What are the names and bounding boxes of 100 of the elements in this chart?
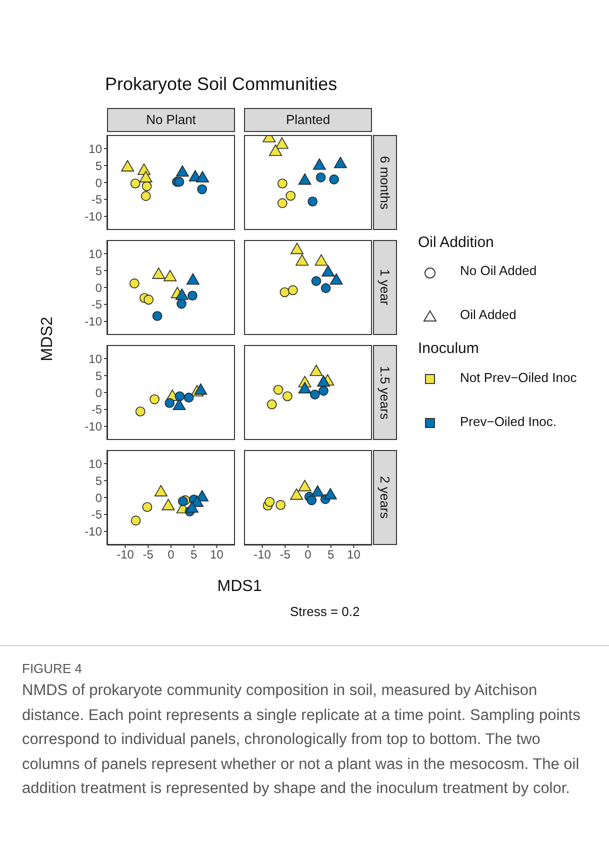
- text: Inoculum: [418, 340, 479, 357]
- caption: FIGURE 4: [22, 661, 82, 676]
- text: Not Prev−Oiled Inoc: [460, 370, 577, 385]
- y-tick-label: 5: [95, 264, 102, 278]
- point: [282, 391, 292, 402]
- y-tick-label: 0: [95, 490, 102, 505]
- point: [196, 171, 210, 182]
- point: [172, 398, 186, 410]
- point: [121, 160, 134, 172]
- point: [334, 156, 347, 168]
- text: Prev−Oiled Inoc.: [460, 414, 556, 429]
- point: [142, 181, 152, 192]
- y-tick-label: -5: [91, 192, 102, 207]
- point: [330, 273, 343, 285]
- x-tick-label: 0: [168, 548, 175, 562]
- point: [277, 178, 288, 188]
- y-axis-title: MDS2: [39, 316, 57, 364]
- point: [276, 500, 286, 510]
- point: [135, 406, 146, 416]
- point: [130, 178, 140, 188]
- chart-subtitle: No Plant: [107, 108, 235, 132]
- point: [186, 501, 199, 513]
- point: [139, 171, 152, 182]
- point: [288, 285, 298, 296]
- point: [176, 298, 186, 309]
- y-tick-label: -10: [84, 524, 102, 539]
- y-tick-label: -5: [91, 402, 102, 417]
- x-tick-label: 10: [347, 548, 361, 562]
- point: [308, 196, 318, 206]
- point: [176, 165, 189, 177]
- point: [275, 137, 288, 149]
- point: [174, 176, 184, 187]
- point: [298, 480, 312, 492]
- point: [298, 382, 312, 394]
- chart-title: Prokaryote Soil Communities: [105, 74, 338, 95]
- x-tick-label: -10: [254, 548, 272, 562]
- point: [188, 290, 198, 301]
- y-tick-label: 0: [95, 386, 102, 400]
- x-tick-label: -5: [280, 548, 291, 562]
- y-tick-label: -5: [91, 298, 102, 312]
- point: [290, 488, 304, 500]
- point: [178, 496, 188, 506]
- point: [316, 172, 326, 182]
- x-tick-label: 5: [190, 548, 198, 562]
- point: [306, 495, 317, 506]
- point: [318, 386, 328, 396]
- text: NMDS of prokaryote community composition in soil, measured by Aitchison distance. Each point represents a single replicate at a time point. Sampling points correspond to individual panels, chronologically from top to bottom. The two columns of panels represent whether or not a plant was in the mesocosm. The oil addition treatment is represented by shape and the inoculum treatment by color.: [22, 681, 582, 799]
- x-tick-label: -5: [142, 548, 154, 562]
- point: [317, 375, 330, 387]
- point: [174, 391, 185, 402]
- y2-axis-title: 6 months: [378, 156, 392, 210]
- text: Stress = 0.2: [290, 604, 360, 619]
- y-tick-label: 0: [95, 176, 102, 190]
- point: [154, 484, 168, 496]
- point: [310, 364, 323, 376]
- y-tick-label: -5: [91, 508, 102, 522]
- point: [286, 190, 296, 201]
- point: [280, 287, 290, 298]
- point: [264, 497, 275, 507]
- point: [266, 399, 277, 410]
- point: [324, 488, 337, 500]
- x-tick-label: 0: [304, 548, 312, 562]
- x-tick-label: 5: [328, 548, 335, 562]
- y-tick-label: 10: [88, 352, 102, 366]
- point: [197, 184, 207, 194]
- point: [312, 158, 326, 170]
- y-tick-label: -10: [84, 210, 102, 224]
- y-tick-label: 10: [88, 246, 102, 261]
- y-tick-label: 10: [88, 456, 102, 471]
- point: [273, 384, 284, 395]
- y-tick-label: 0: [95, 280, 102, 295]
- point: [150, 394, 160, 404]
- y-tick-label: 10: [88, 142, 102, 156]
- y-tick-label: 5: [95, 368, 102, 383]
- y-tick-label: 5: [95, 474, 102, 488]
- y-tick-label: 5: [95, 158, 102, 173]
- point: [130, 278, 140, 288]
- x-tick-label: -10: [116, 548, 134, 562]
- y-tick-label: -10: [84, 420, 102, 434]
- x-axis-title: MDS1: [216, 578, 263, 596]
- point: [175, 288, 188, 300]
- point: [162, 498, 175, 510]
- point: [314, 254, 328, 266]
- chart-subtitle: Planted: [244, 108, 372, 132]
- point: [142, 502, 152, 512]
- point: [311, 276, 322, 286]
- text: Oil Added: [460, 307, 516, 322]
- x-tick-label: 10: [210, 548, 224, 562]
- point: [296, 254, 309, 266]
- text: No Oil Added: [460, 263, 537, 278]
- point: [184, 392, 194, 402]
- point: [186, 273, 200, 285]
- point: [152, 268, 166, 279]
- point: [311, 485, 324, 497]
- point: [194, 383, 208, 395]
- point: [164, 270, 177, 282]
- y2-axis-title: 2 years: [378, 476, 392, 519]
- point: [320, 283, 331, 294]
- point: [298, 173, 312, 185]
- point: [310, 390, 320, 400]
